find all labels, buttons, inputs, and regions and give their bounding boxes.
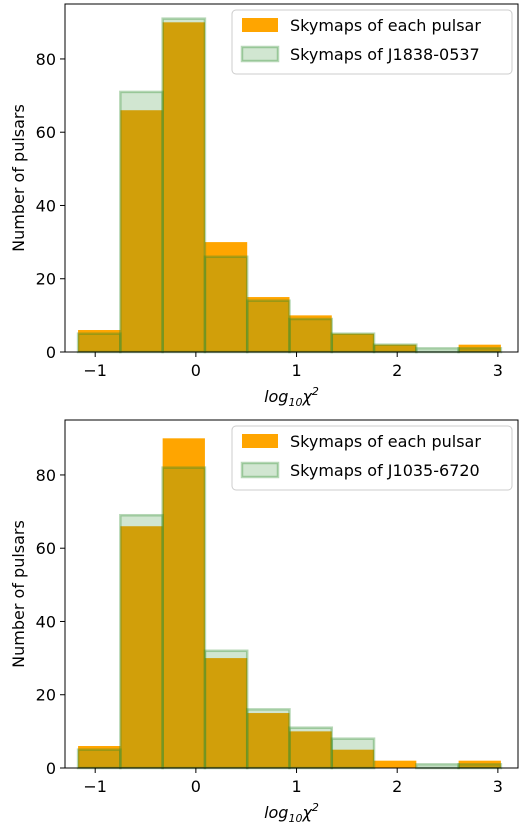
bar-series0-bin4 bbox=[247, 297, 290, 352]
y-tick-label: 40 bbox=[36, 196, 56, 215]
bar-series0-bin6 bbox=[331, 749, 375, 768]
bar-series1-bin8 bbox=[415, 763, 460, 770]
bar-series0-bin5 bbox=[289, 731, 332, 768]
legend-box bbox=[231, 9, 513, 75]
bar-series0-bin7 bbox=[374, 344, 417, 352]
x-tick-label: 1 bbox=[291, 361, 301, 380]
x-tick-label: −1 bbox=[83, 777, 107, 796]
legend-swatch-0 bbox=[242, 434, 278, 448]
legend-label-0: Skymaps of each pulsar bbox=[290, 16, 481, 35]
x-tick-label: 2 bbox=[392, 777, 402, 796]
y-axis-label: Number of pulsars bbox=[9, 520, 28, 668]
bar-series1-bin4 bbox=[245, 708, 291, 770]
bar-series1-bin7 bbox=[372, 343, 418, 354]
bar-series1-bin6 bbox=[330, 332, 376, 354]
bar-series1-bin4 bbox=[245, 299, 291, 354]
bar-series0-bin3 bbox=[204, 658, 248, 768]
bar-series0-bin1 bbox=[120, 110, 163, 352]
bar-series0-bin0 bbox=[78, 330, 121, 352]
legend-label-0: Skymaps of each pulsar bbox=[290, 432, 481, 451]
bar-series0-bin7 bbox=[374, 760, 417, 768]
x-axis-label-var: χ bbox=[301, 803, 312, 822]
plot-frame bbox=[64, 419, 519, 769]
bar-series1-bin0 bbox=[76, 332, 122, 354]
bar-series0-bin2 bbox=[162, 438, 205, 768]
legend-box bbox=[231, 425, 513, 491]
x-tick-label: 3 bbox=[493, 361, 503, 380]
x-axis-label-sub: 10 bbox=[288, 396, 302, 409]
bar-series1-bin5 bbox=[288, 317, 334, 354]
legend-label-1: Skymaps of J1035-6720 bbox=[290, 461, 480, 480]
x-axis-label: log10χ2 bbox=[264, 801, 319, 825]
bar-series1-bin9 bbox=[457, 763, 503, 770]
y-tick-label: 60 bbox=[36, 123, 56, 142]
legend-swatch-0 bbox=[242, 18, 278, 32]
series-1 bbox=[76, 466, 503, 770]
x-axis-label-sub: 10 bbox=[288, 812, 302, 825]
bar-series1-bin2 bbox=[161, 466, 207, 770]
y-tick-label: 80 bbox=[36, 50, 56, 69]
y-tick-label: 20 bbox=[36, 686, 56, 705]
x-axis-label-sup: 2 bbox=[312, 385, 319, 398]
x-axis-label-base: log bbox=[264, 803, 288, 822]
legend: Skymaps of each pulsar Skymaps of J1838-0… bbox=[231, 9, 513, 75]
bar-series0-bin2 bbox=[162, 22, 205, 352]
bar-series0-bin6 bbox=[331, 333, 375, 352]
bar-series1-bin8 bbox=[415, 347, 460, 354]
y-axis-label: Number of pulsars bbox=[9, 104, 28, 252]
series-1 bbox=[76, 17, 503, 354]
bar-series1-bin6 bbox=[330, 737, 376, 770]
x-axis-label: log10χ2 bbox=[264, 385, 319, 409]
y-tick-label: 0 bbox=[46, 759, 56, 778]
bar-series1-bin0 bbox=[76, 748, 122, 770]
series-0 bbox=[78, 438, 501, 768]
bar-series1-bin9 bbox=[457, 347, 503, 354]
bar-series0-bin1 bbox=[120, 526, 163, 768]
x-tick-label: 1 bbox=[291, 777, 301, 796]
bar-series1-bin2 bbox=[161, 17, 207, 354]
bar-series0-bin0 bbox=[78, 746, 121, 768]
bar-series0-bin5 bbox=[289, 315, 332, 352]
x-tick-label: 0 bbox=[191, 361, 201, 380]
bar-series0-bin4 bbox=[247, 713, 290, 768]
bar-series1-bin1 bbox=[119, 513, 164, 770]
y-tick-label: 20 bbox=[36, 270, 56, 289]
bar-series1-bin5 bbox=[288, 726, 334, 770]
series-0 bbox=[78, 22, 501, 352]
plot-frame bbox=[64, 3, 519, 353]
bar-series0-bin9 bbox=[458, 344, 501, 352]
x-axis-label-sup: 2 bbox=[312, 801, 319, 814]
legend-swatch-1 bbox=[240, 461, 280, 479]
x-tick-label: −1 bbox=[83, 361, 107, 380]
bar-series0-bin9 bbox=[458, 760, 501, 768]
legend: Skymaps of each pulsar Skymaps of J1035-6… bbox=[231, 425, 513, 491]
x-axis-label-var: χ bbox=[301, 387, 312, 406]
bar-series0-bin3 bbox=[204, 242, 248, 352]
y-tick-label: 40 bbox=[36, 612, 56, 631]
x-tick-label: 2 bbox=[392, 361, 402, 380]
x-tick-label: 0 bbox=[191, 777, 201, 796]
bar-series1-bin3 bbox=[203, 649, 249, 770]
y-tick-label: 60 bbox=[36, 539, 56, 558]
y-tick-label: 0 bbox=[46, 343, 56, 362]
y-tick-label: 80 bbox=[36, 466, 56, 485]
x-axis-label-base: log bbox=[264, 387, 288, 406]
bar-series1-bin1 bbox=[119, 90, 164, 354]
legend-swatch-1 bbox=[240, 45, 280, 63]
bar-series1-bin3 bbox=[203, 255, 249, 354]
x-tick-label: 3 bbox=[493, 777, 503, 796]
legend-label-1: Skymaps of J1838-0537 bbox=[290, 45, 480, 64]
